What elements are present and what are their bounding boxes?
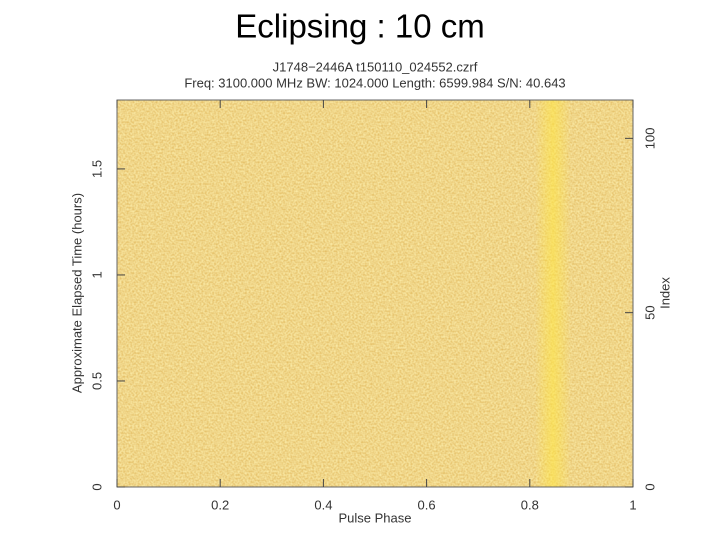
subtitle: Freq: 3100.000 MHz BW: 1024.000 Length: … — [184, 75, 565, 90]
y-tick-label: 0.5 — [89, 372, 104, 390]
y2-tick-label: 100 — [642, 127, 657, 149]
x-tick-label: 1 — [629, 497, 636, 512]
x-tick-label: 0.2 — [211, 497, 229, 512]
x-tick-label: 0 — [113, 497, 120, 512]
y2-axis-label: Index — [657, 277, 672, 309]
x-tick-label: 0.8 — [521, 497, 539, 512]
pulse-band — [535, 100, 571, 487]
x-tick-label: 0.4 — [314, 497, 332, 512]
y2-tick-label: 50 — [642, 305, 657, 319]
slide-title: Eclipsing : 10 cm — [235, 8, 484, 45]
y-axis-label: Approximate Elapsed Time (hours) — [69, 193, 84, 393]
y-tick-label: 0 — [89, 483, 104, 490]
subtitle: J1748−2446A t150110_024552.czrf — [273, 59, 478, 74]
y-tick-label: 1 — [89, 271, 104, 278]
x-axis-label: Pulse Phase — [339, 510, 412, 525]
y-tick-label: 1.5 — [89, 160, 104, 178]
plot-frame — [116, 99, 634, 488]
x-tick-label: 0.6 — [418, 497, 436, 512]
y2-tick-label: 0 — [642, 483, 657, 490]
